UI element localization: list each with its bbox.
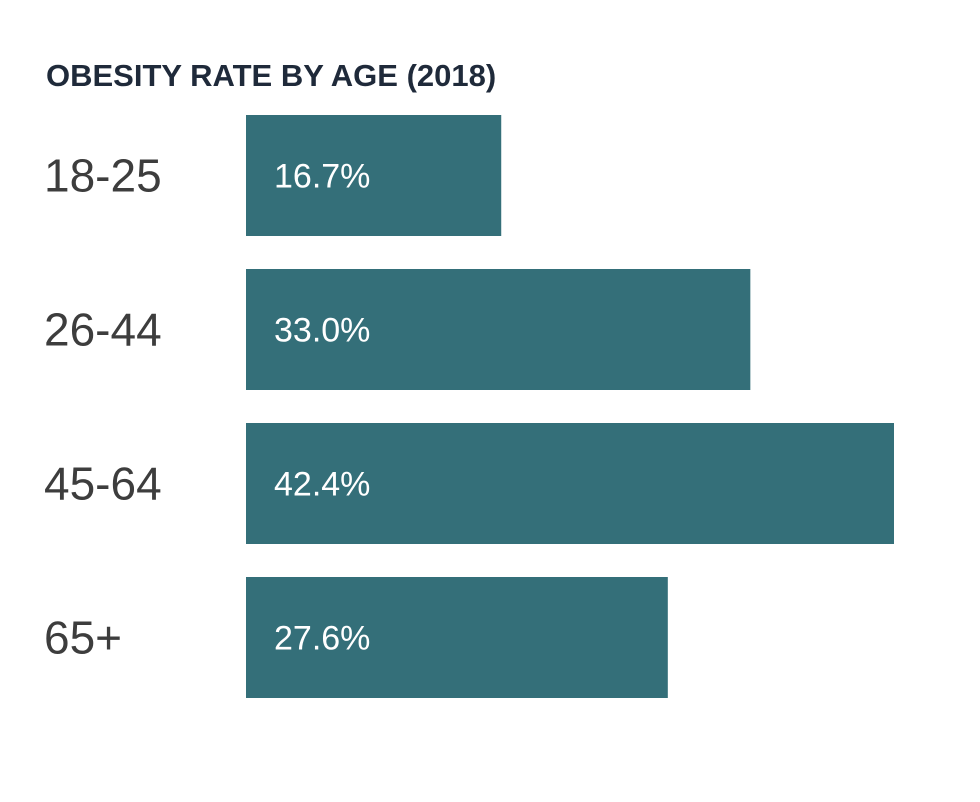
bar-group-65plus: 65+ 27.6% (44, 577, 668, 698)
category-label: 45-64 (44, 458, 162, 510)
value-label: 16.7% (274, 158, 370, 196)
bars-layer: 18-25 16.7% 26-44 33.0% 45-64 42.4% 65+ 27.6% (44, 115, 894, 698)
value-label: 27.6% (274, 620, 370, 658)
bar (246, 577, 668, 698)
bar-group-26-44: 26-44 33.0% (44, 269, 751, 390)
value-label: 42.4% (274, 466, 370, 504)
category-label: 26-44 (44, 304, 162, 356)
bar (246, 423, 894, 544)
bar-group-18-25: 18-25 16.7% (44, 115, 502, 236)
chart-title: OBESITY RATE BY AGE (2018) (46, 58, 496, 93)
category-label: 18-25 (44, 150, 162, 202)
bar-group-45-64: 45-64 42.4% (44, 423, 894, 544)
value-label: 33.0% (274, 312, 370, 350)
bar (246, 269, 751, 390)
bar (246, 115, 502, 236)
category-label: 65+ (44, 612, 122, 664)
